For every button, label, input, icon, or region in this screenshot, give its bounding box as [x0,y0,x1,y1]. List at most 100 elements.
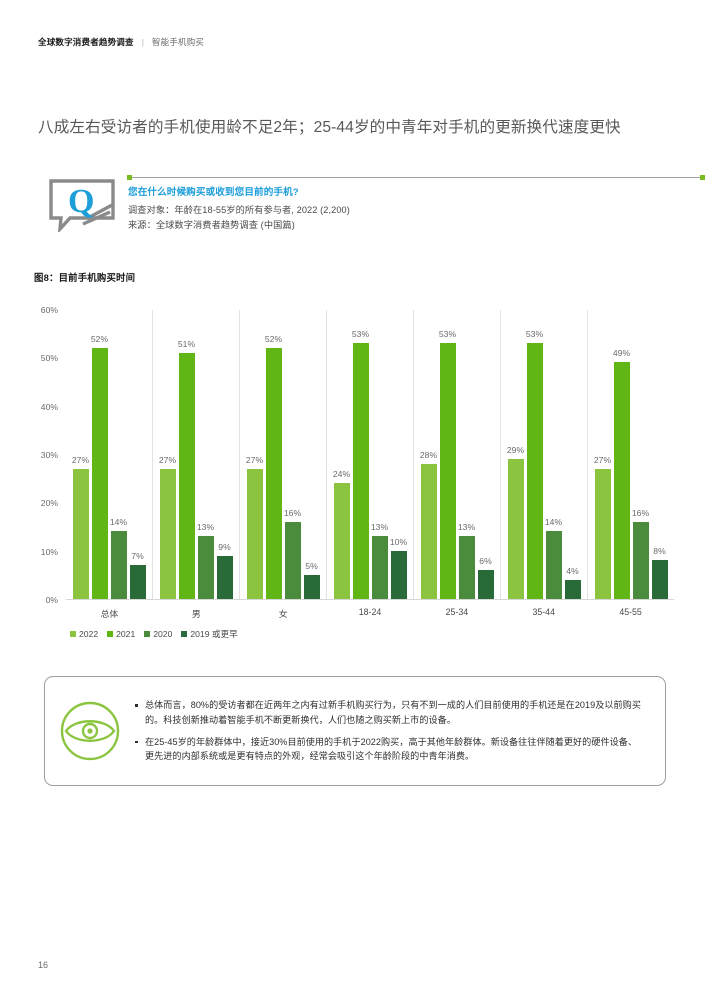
bar: 53% [352,329,369,599]
legend-label: 2019 或更早 [190,629,238,639]
bar-value-label: 14% [544,517,563,528]
bar-group: 24% 53% 13% 10% [326,310,413,599]
y-axis-tick: 50% [40,353,58,364]
bar-value-label: 24% [332,469,351,479]
y-axis-tick: 0% [45,595,58,605]
bar-value-label: 6% [479,556,492,566]
insight-bullet: 总体而言，80%的受访者都在近两年之内有过新手机购买行为，只有不到一成的人们目前… [135,698,643,727]
bar-group: 29% 53% 14% 4% [500,310,587,599]
x-axis-label: 45-55 [619,607,642,617]
bar-value-label: 8% [653,546,666,557]
page-number: 16 [38,960,49,970]
bar-value-label: 27% [158,454,177,465]
x-axis-label: 女 [278,609,288,619]
chart-x-axis: 总体 男 女 18-24 25-34 35-44 45-55 [66,601,674,620]
bar: 24% [333,469,350,599]
x-axis-label: 总体 [100,609,119,619]
accent-rule [127,175,705,180]
legend-label: 2020 [153,629,173,639]
insight-box: 总体而言，80%的受访者都在近两年之内有过新手机购买行为，只有不到一成的人们目前… [44,676,666,786]
bar: 27% [72,455,89,599]
question-body: 您在什么时候购买或收到您目前的手机? 调查对象：年龄在18-55岁的所有参与者,… [128,186,688,232]
bar: 13% [197,522,214,599]
bar-value-label: 53% [438,328,457,339]
bar: 52% [91,334,108,599]
y-axis-tick: 10% [40,546,58,557]
chart-y-axis: 60% 50% 40% 30% 20% 10% 0% [34,305,64,605]
bar-group: 27% 52% 14% 7% [66,310,152,599]
legend-label: 2022 [79,629,99,639]
question-bubble-icon: Q [48,178,116,234]
bar-value-label: 4% [566,565,579,576]
bar: 27% [159,455,176,599]
bar-value-label: 28% [419,449,438,460]
bar: 53% [439,329,456,599]
page-headline: 八成左右受访者的手机使用龄不足2年；25-44岁的中青年对手机的更新换代速度更快 [38,119,621,136]
x-axis-label: 18-24 [358,607,382,617]
bar: 8% [651,546,668,599]
bar: 13% [371,522,388,599]
figure-title: 图8：目前手机购买时间 [34,272,136,283]
bar: 7% [129,551,146,599]
report-brand-title: 全球数字消费者趋势调查 [38,37,134,47]
legend-swatch [144,631,151,637]
legend-swatch [70,631,76,637]
insight-list: 总体而言，80%的受访者都在近两年之内有过新手机购买行为，只有不到一成的人们目前… [121,698,665,764]
bar: 53% [526,329,543,599]
header-divider: | [141,37,144,47]
legend-item[interactable]: 2019 或更早 [181,628,238,640]
legend-item[interactable]: 2022 [70,629,98,639]
legend-item[interactable]: 2020 [144,629,172,639]
bar-value-label: 52% [90,333,109,344]
bar-value-label: 51% [177,338,196,349]
bar: 5% [303,561,320,599]
bar-value-label: 13% [196,522,215,533]
bar-group: 28% 53% 13% 6% [413,310,500,599]
bar-chart: 60% 50% 40% 30% 20% 10% 0% 27% 52% 14% 7% 27% 51% 13… [34,305,674,645]
bar: 49% [613,348,630,599]
bar-value-label: 27% [245,454,264,465]
legend-swatch [107,631,114,637]
bar: 4% [564,566,581,599]
question-title: 您在什么时候购买或收到您目前的手机? [128,187,299,198]
y-axis-tick: 20% [40,498,58,509]
bar-value-label: 53% [351,328,370,339]
chart-legend: 2022 2021 2020 2019 或更早 [70,628,238,640]
bar: 16% [284,508,301,599]
bar-value-label: 9% [218,541,231,552]
bar-value-label: 52% [264,333,283,344]
bar: 9% [216,542,233,599]
bar: 13% [458,522,475,599]
bar-value-label: 27% [593,454,612,465]
x-axis-label: 男 [191,609,201,619]
legend-label: 2021 [116,629,136,639]
bar-group: 27% 51% 13% 9% [152,310,239,599]
x-axis-label: 25-34 [445,607,469,617]
bar-value-label: 5% [305,560,318,571]
legend-item[interactable]: 2021 [107,629,135,639]
bar-value-label: 16% [283,507,302,518]
bar: 16% [632,508,649,599]
bar: 10% [390,537,407,599]
bar-value-label: 53% [525,328,544,339]
bar-value-label: 13% [370,522,389,533]
bar-value-label: 7% [131,551,144,562]
header-section-label: 智能手机购买 [151,37,205,47]
bar: 14% [110,517,127,599]
svg-text:Q: Q [68,183,94,220]
bar: 27% [246,455,263,599]
bar-group: 27% 49% 16% 8% [587,310,674,599]
bar-value-label: 10% [389,536,408,547]
eye-icon [59,700,121,762]
y-axis-tick: 30% [40,450,58,460]
bar: 27% [594,455,611,599]
y-axis-tick: 40% [40,401,58,412]
insight-bullet: 在25-45岁的年龄群体中，接近30%目前使用的手机于2022购买，高于其他年龄… [135,735,643,764]
bar-value-label: 49% [612,348,631,359]
bar-value-label: 14% [109,517,128,528]
bar-value-label: 29% [506,444,525,455]
bar-value-label: 16% [631,507,650,518]
bar: 51% [178,339,195,599]
question-source-line: 来源：全球数字消费者趋势调查 (中国篇) [128,219,295,230]
bar: 6% [477,556,494,599]
